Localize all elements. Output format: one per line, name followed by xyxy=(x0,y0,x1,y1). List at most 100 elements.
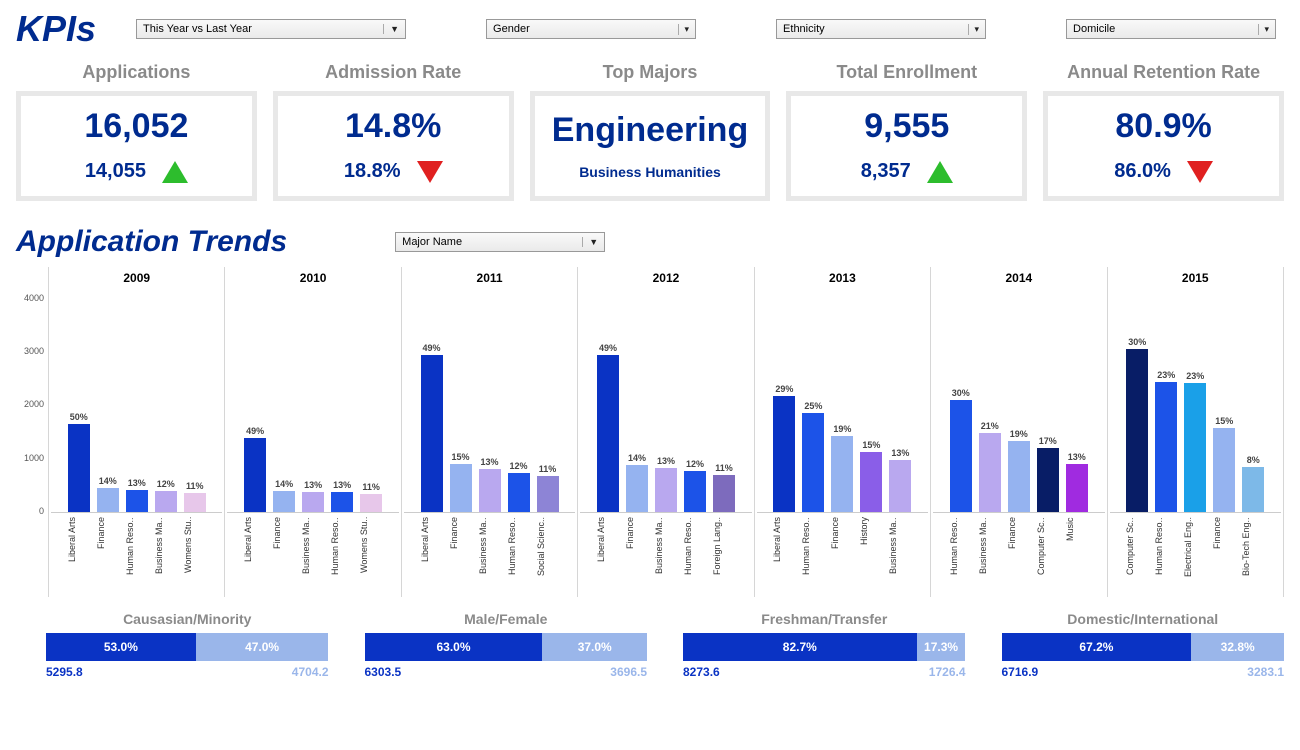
kpi-sub-row: 14,055 xyxy=(85,160,188,183)
bar-category: Business Ma.. xyxy=(654,517,678,597)
major-dropdown-label: Major Name xyxy=(402,236,462,248)
bar-column: 13% xyxy=(125,478,149,512)
demo-card: Male/Female63.0%37.0%6303.53696.5 xyxy=(365,611,648,679)
ethnicity-dropdown[interactable]: Ethnicity▾ xyxy=(776,19,986,39)
bar-pct-label: 13% xyxy=(1068,452,1086,462)
bar-column: 15% xyxy=(1212,416,1236,512)
bar-category: Liberal Arts xyxy=(772,517,796,597)
kpi-header: KPIs This Year vs Last Year▼ Gender▾ Eth… xyxy=(16,8,1284,50)
bar-category: Finance xyxy=(625,517,649,597)
bar xyxy=(421,355,443,512)
bar-pct-label: 13% xyxy=(333,480,351,490)
demo-val-a: 6716.9 xyxy=(1002,665,1039,679)
demo-values: 6716.93283.1 xyxy=(1002,665,1285,679)
bar-category: Business Ma.. xyxy=(888,517,912,597)
demo-seg-a: 67.2% xyxy=(1002,633,1192,661)
bar-category: Human Reso.. xyxy=(683,517,707,597)
panel-chart: 50%14%13%12%11% xyxy=(51,289,222,513)
demo-val-a: 5295.8 xyxy=(46,665,83,679)
bar-pct-label: 21% xyxy=(981,421,999,431)
bar xyxy=(979,433,1001,512)
demo-val-b: 1726.4 xyxy=(929,665,966,679)
bar-column: 11% xyxy=(536,464,560,512)
kpi-primary: 9,555 xyxy=(864,107,949,146)
y-axis: 01000200030004000 xyxy=(16,267,48,597)
bar xyxy=(331,492,353,512)
bar xyxy=(684,471,706,512)
demo-seg-b: 17.3% xyxy=(917,633,966,661)
panel-year: 2014 xyxy=(933,267,1104,289)
bar-column: 23% xyxy=(1154,370,1178,512)
bar-category: Womens Stu.. xyxy=(359,517,383,597)
bar xyxy=(244,438,266,512)
triangle-up-icon xyxy=(927,161,953,183)
bar-column: 11% xyxy=(359,482,383,512)
demo-val-a: 8273.6 xyxy=(683,665,720,679)
bar-column: 11% xyxy=(183,481,207,512)
domicile-dropdown[interactable]: Domicile ▾ xyxy=(1066,19,1276,39)
demo-values: 8273.6 1726.4 xyxy=(683,665,966,679)
bar xyxy=(950,400,972,512)
year-panel: 201430%21%19%17%13%Human Reso..Business … xyxy=(930,267,1106,597)
bar-pct-label: 11% xyxy=(186,481,204,491)
panel-chart: 49%15%13%12%11% xyxy=(404,289,575,513)
kpi-box: 16,052 14,055 xyxy=(16,91,257,201)
panel-chart: 29%25%19%15%13% xyxy=(757,289,928,513)
bar-category: Foreign Lang.. xyxy=(712,517,736,597)
period-dropdown[interactable]: This Year vs Last Year▼ xyxy=(136,19,406,39)
bar xyxy=(184,493,206,512)
panel-year: 2015 xyxy=(1110,267,1281,289)
chevron-down-icon: ▾ xyxy=(678,24,690,35)
chevron-down-icon: ▾ xyxy=(1258,24,1270,35)
bar-pct-label: 30% xyxy=(1128,337,1146,347)
panel-year: 2010 xyxy=(227,267,398,289)
bar xyxy=(360,494,382,512)
bar xyxy=(655,468,677,512)
bar-pct-label: 23% xyxy=(1157,370,1175,380)
kpi-sub-row: 8,357 xyxy=(861,160,953,183)
demo-card: Freshman/Transfer82.7%17.3%8273.61726.4 xyxy=(683,611,966,679)
demographics-row: Causasian/Minority53.0%47.0%5295.84704.2… xyxy=(16,611,1284,679)
panel-categories: Liberal ArtsFinanceBusiness Ma..Human Re… xyxy=(580,513,751,597)
bar-column: 19% xyxy=(830,424,854,512)
kpi-primary: 14.8% xyxy=(345,107,441,146)
bar-pct-label: 19% xyxy=(833,424,851,434)
bar-pct-label: 11% xyxy=(539,464,557,474)
bar-column: 49% xyxy=(596,343,620,512)
bar-category: Liberal Arts xyxy=(67,517,91,597)
bar-category: Music xyxy=(1065,517,1089,597)
bar-column: 30% xyxy=(949,388,973,512)
bar xyxy=(802,413,824,512)
bar-pct-label: 49% xyxy=(246,426,264,436)
y-tick: 0 xyxy=(39,506,44,516)
bar-pct-label: 12% xyxy=(510,461,528,471)
panel-chart: 30%23%23%15%8% xyxy=(1110,289,1281,513)
bar-category: Liberal Arts xyxy=(596,517,620,597)
kpi-title: Admission Rate xyxy=(273,62,514,83)
demo-val-b: 4704.2 xyxy=(292,665,329,679)
panel-chart: 30%21%19%17%13% xyxy=(933,289,1104,513)
bar-category: Business Ma.. xyxy=(478,517,502,597)
bar-category: Finance xyxy=(272,517,296,597)
domicile-dropdown-label: Domicile xyxy=(1073,23,1115,35)
kpi-primary: 16,052 xyxy=(84,107,188,146)
kpi-card: Annual Retention Rate80.9%86.0% xyxy=(1043,62,1284,201)
bar xyxy=(508,473,530,512)
bar-column: 12% xyxy=(683,459,707,512)
kpi-primary: 80.9% xyxy=(1115,107,1211,146)
bar-pct-label: 12% xyxy=(686,459,704,469)
major-dropdown[interactable]: Major Name▼ xyxy=(395,232,605,252)
bar xyxy=(479,469,501,512)
kpi-box: 14.8% 18.8% xyxy=(273,91,514,201)
bar-column: 19% xyxy=(1007,429,1031,512)
gender-dropdown[interactable]: Gender▾ xyxy=(486,19,696,39)
kpi-secondary: 14,055 xyxy=(85,160,146,183)
period-dropdown-label: This Year vs Last Year xyxy=(143,23,252,35)
panel-year: 2009 xyxy=(51,267,222,289)
kpi-card: Admission Rate 14.8% 18.8% xyxy=(273,62,514,201)
panel-categories: Liberal ArtsFinanceBusiness Ma..Human Re… xyxy=(227,513,398,597)
bar-pct-label: 15% xyxy=(1215,416,1233,426)
bar-category: Human Reso.. xyxy=(1154,517,1178,597)
year-panel: 201329%25%19%15%13%Liberal ArtsHuman Res… xyxy=(754,267,930,597)
kpi-sub-row: 18.8% xyxy=(344,160,443,183)
